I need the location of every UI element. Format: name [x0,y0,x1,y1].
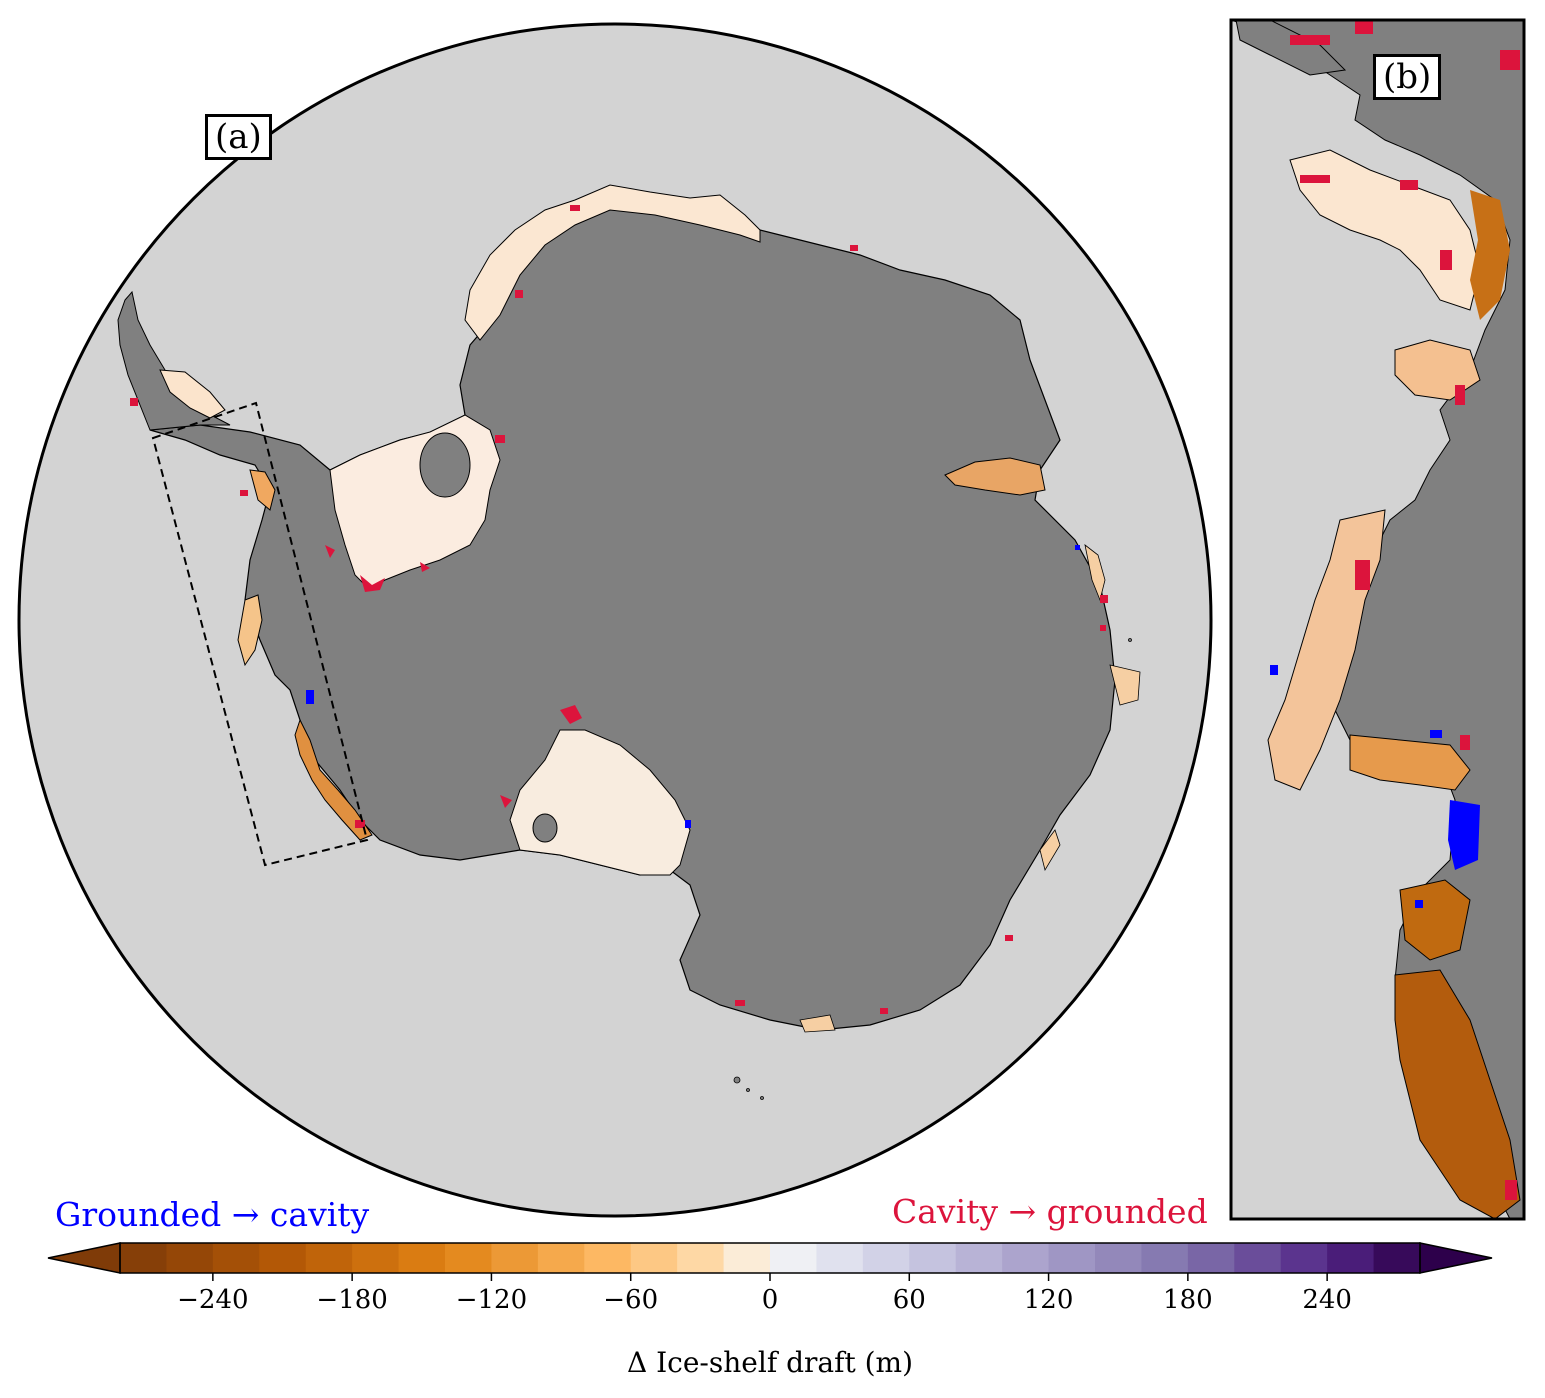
colorbar-segment-4 [305,1243,353,1273]
inset-extent-box [151,401,369,867]
panel-b-blue-patch [1448,800,1480,870]
colorbar-extend-max [1419,1242,1493,1274]
map-boundary [17,22,1213,1218]
panel-b-frame [1229,18,1526,1221]
panel-b-label: (b) [1373,54,1442,100]
colorbar-tick-label: 120 [1023,1285,1074,1315]
panel-b-upper-melt [1470,190,1510,320]
colorbar-segment-23 [1187,1243,1235,1273]
grounded-to-cavity-markers [306,545,1080,828]
colorbar-segment-14 [770,1243,817,1273]
colorbar-segment-19 [1002,1243,1050,1273]
colorbar-tick-label: 240 [1302,1285,1352,1315]
amundsen-sea-shelves [294,718,373,841]
small-islands [733,638,1132,1100]
colorbar-tick-label: 0 [761,1285,779,1315]
colorbar-segment-27 [1373,1243,1421,1273]
colorbar-segment-9 [537,1243,585,1273]
panel-a-map [17,22,1213,1218]
ross-ice-shelf [509,729,691,876]
ross-grounding-melt [500,705,582,808]
grounded-to-cavity-label: Grounded → cavity [55,1195,370,1234]
colorbar-segment-5 [352,1243,400,1273]
colorbar-segment-13 [723,1243,771,1273]
colorbar-tick-label: −180 [316,1285,388,1315]
panel-b-grounded-to-cavity [1270,665,1442,908]
dronning-maud-land-shelves [464,184,761,341]
colorbar-segment-26 [1327,1243,1375,1273]
wilkins-george-vi-shelves [249,469,276,511]
colorbar-segment-7 [445,1243,492,1273]
ronne-filchner-grounding-melt [325,545,430,592]
colorbar-segment-18 [955,1243,1003,1273]
colorbar-segment-1 [166,1243,214,1273]
colorbar-extend-min [47,1242,121,1274]
panel-b-lowest-shelf-2 [1394,969,1521,1219]
colorbar [47,1242,1493,1281]
colorbar-segment-0 [120,1243,167,1273]
colorbar-segment-8 [491,1243,539,1273]
larsen-ice-shelf [159,369,226,419]
colorbar-tick-label: −60 [603,1285,659,1315]
colorbar-segment-3 [259,1243,307,1273]
colorbar-segment-24 [1234,1243,1282,1273]
panel-a-label: (a) [205,114,272,160]
panel-b-map [1229,18,1526,1221]
colorbar-tick-label: −240 [177,1285,249,1315]
colorbar-segment-25 [1280,1243,1328,1273]
cavity-to-grounded-markers [130,205,1108,1014]
colorbar-segment-17 [909,1243,957,1273]
colorbar-tick-label: 180 [1163,1285,1213,1315]
east-antarctic-coast-shelves [799,544,1141,1033]
panel-b-upper-shelf [1289,149,1481,311]
panel-b-cavity-to-grounded [1290,20,1520,1200]
colorbar-segment-16 [862,1243,910,1273]
berkner-island [419,432,471,498]
colorbar-segment-10 [584,1243,632,1273]
colorbar-segment-21 [1095,1243,1142,1273]
colorbar-segment-12 [677,1243,725,1273]
colorbar-segment-6 [398,1243,446,1273]
bellingshausen-shelves [237,594,263,667]
colorbar-segment-2 [212,1243,260,1273]
colorbar-title: Δ Ice-shelf draft (m) [626,1346,914,1379]
panel-b-lower-shelf [1349,734,1471,791]
antarctic-peninsula [117,290,231,431]
panel-b-top-grounded [1235,20,1347,76]
cavity-to-grounded-label: Cavity → grounded [892,1192,1208,1231]
colorbar-segment-20 [1048,1243,1096,1273]
colorbar-tick-label: 60 [892,1285,926,1315]
colorbar-segment-11 [630,1243,678,1273]
roosevelt-island [532,813,558,843]
colorbar-segment-22 [1141,1243,1189,1273]
colorbar-segment-15 [816,1243,864,1273]
colorbar-tick-label: −120 [455,1285,528,1315]
amery-ice-shelf [944,457,1046,496]
